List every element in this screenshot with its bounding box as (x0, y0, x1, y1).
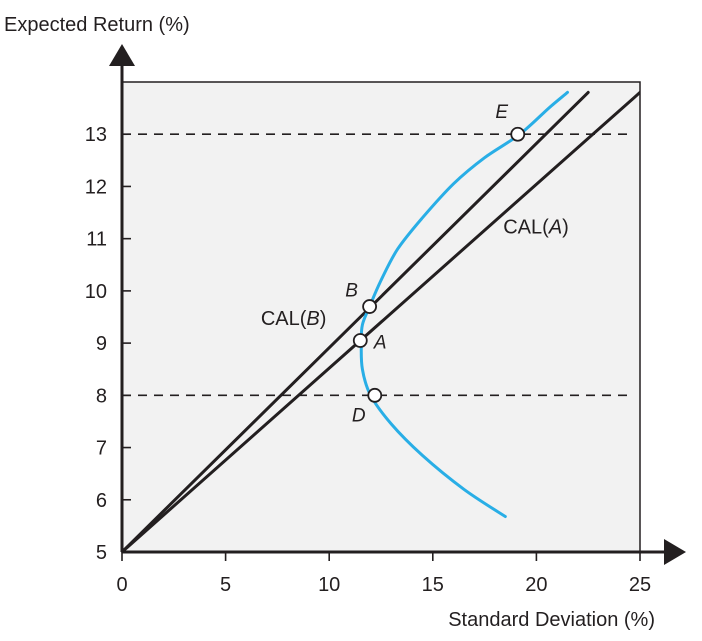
series-line-cal-a- (122, 90, 640, 552)
point-d-label: D (352, 405, 366, 426)
curve-label-cal-b: CAL(B) (261, 308, 327, 330)
y-tick-label: 12 (85, 176, 107, 198)
x-axis-arrow (664, 539, 686, 565)
point-e-label: E (495, 102, 508, 123)
point-a-label: A (373, 333, 387, 354)
y-tick-label: 10 (85, 281, 107, 303)
x-tick-label: 15 (422, 574, 444, 596)
x-tick-label: 20 (525, 574, 547, 596)
point-e-marker (510, 126, 526, 142)
point-a-marker (352, 333, 368, 348)
x-tick-label: 5 (220, 574, 231, 596)
y-tick-label: 7 (96, 438, 107, 460)
y-tick-label: 9 (96, 333, 107, 355)
y-axis-arrow (109, 44, 135, 66)
x-axis-title: Standard Deviation (%) (448, 609, 655, 631)
y-tick-label: 5 (96, 542, 107, 564)
curve-labels: CAL(A) CAL(B) (261, 216, 569, 329)
y-tick-label: 8 (96, 385, 107, 407)
highlighted-points: E B A D (345, 102, 526, 426)
point-b-label: B (345, 281, 358, 302)
series-line-cal-b- (122, 90, 590, 552)
x-tick-label: 10 (318, 574, 340, 596)
point-d-marker (367, 387, 383, 403)
x-tick-label: 0 (116, 574, 127, 596)
curve-label-cal-a: CAL(A) (503, 216, 569, 238)
y-tick-label: 11 (86, 229, 107, 251)
y-tick-label: 6 (96, 490, 107, 512)
y-axis-title: Expected Return (%) (4, 14, 190, 36)
point-b-marker (362, 299, 378, 314)
y-tick-label: 13 (85, 124, 107, 146)
x-tick-label: 25 (629, 574, 651, 596)
